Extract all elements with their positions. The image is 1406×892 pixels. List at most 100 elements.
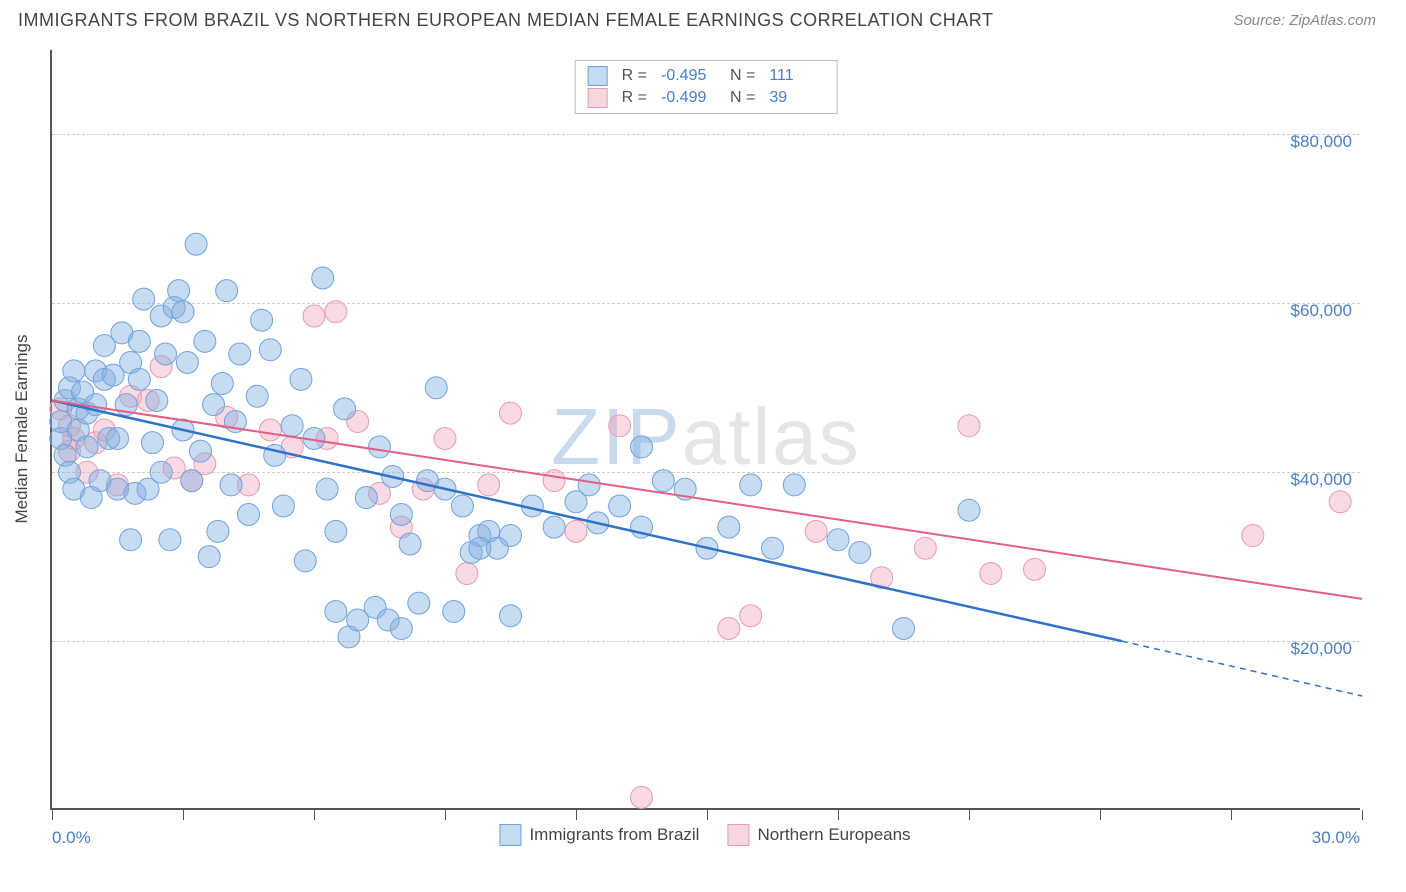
data-point [281,415,303,437]
data-point [168,280,190,302]
data-point [718,516,740,538]
data-point [290,368,312,390]
data-point [76,436,98,458]
stats-n-label: N = [730,67,755,85]
data-point [740,474,762,496]
data-point [216,280,238,302]
data-point [849,541,871,563]
data-point [914,537,936,559]
data-point [312,267,334,289]
stats-box: R =-0.495N =111R =-0.499N =39 [575,60,838,114]
data-point [500,525,522,547]
stats-r-value: -0.499 [661,89,716,107]
data-point [390,617,412,639]
data-point [303,305,325,327]
stats-r-label: R = [622,67,647,85]
y-axis-label: Median Female Earnings [12,335,32,524]
legend-label: Northern Europeans [757,825,910,845]
legend-item: Northern Europeans [727,824,910,846]
data-point [958,499,980,521]
data-point [172,301,194,323]
stats-r-label: R = [622,89,647,107]
legend-label: Immigrants from Brazil [529,825,699,845]
xtick-mark [707,810,708,820]
data-point [150,461,172,483]
data-point [805,520,827,542]
data-point [176,351,198,373]
data-point [128,368,150,390]
stats-swatch [588,88,608,108]
data-point [220,474,242,496]
data-point [325,520,347,542]
data-point [718,617,740,639]
data-point [631,436,653,458]
data-point [469,537,491,559]
data-point [207,520,229,542]
xtick-mark [445,810,446,820]
data-point [456,563,478,585]
data-point [783,474,805,496]
data-point [259,339,281,361]
xtick-mark [52,810,53,820]
ytick-label: $20,000 [1291,639,1352,659]
data-point [958,415,980,437]
data-point [500,402,522,424]
xtick-mark [183,810,184,820]
data-point [203,394,225,416]
data-point [369,436,391,458]
data-point [390,503,412,525]
data-point [565,520,587,542]
xtick-mark [1362,810,1363,820]
data-point [294,550,316,572]
data-point [146,389,168,411]
data-point [355,487,377,509]
chart-container: Median Female Earnings ZIPatlas R =-0.49… [50,50,1360,810]
data-point [185,233,207,255]
data-point [980,563,1002,585]
legend-item: Immigrants from Brazil [499,824,699,846]
header: IMMIGRANTS FROM BRAZIL VS NORTHERN EUROP… [0,0,1406,39]
data-point [399,533,421,555]
xtick-mark [1100,810,1101,820]
xtick-mark [838,810,839,820]
data-point [631,786,653,808]
data-point [194,330,216,352]
series-legend: Immigrants from Brazil Northern Europeans [499,824,910,846]
data-point [578,474,600,496]
data-point [198,546,220,568]
page-title: IMMIGRANTS FROM BRAZIL VS NORTHERN EUROP… [18,10,993,31]
data-point [652,470,674,492]
data-point [500,605,522,627]
data-point [740,605,762,627]
trend-line [52,400,1122,641]
xtick-mark [576,810,577,820]
trend-line [52,400,1362,598]
data-point [246,385,268,407]
data-point [609,415,631,437]
legend-swatch [499,824,521,846]
data-point [893,617,915,639]
data-point [408,592,430,614]
legend-swatch [727,824,749,846]
data-point [1024,558,1046,580]
stats-n-label: N = [730,89,755,107]
xtick-mark [314,810,315,820]
data-point [334,398,356,420]
ytick-label: $60,000 [1291,301,1352,321]
data-point [478,474,500,496]
data-point [543,516,565,538]
data-point [229,343,251,365]
data-point [827,529,849,551]
source-attribution: Source: ZipAtlas.com [1233,12,1376,29]
data-point [543,470,565,492]
data-point [272,495,294,517]
data-point [120,529,142,551]
data-point [451,495,473,517]
stats-n-value: 39 [769,89,824,107]
xtick-mark [1231,810,1232,820]
data-point [238,503,260,525]
data-point [325,601,347,623]
data-point [128,330,150,352]
data-point [609,495,631,517]
ytick-label: $40,000 [1291,470,1352,490]
